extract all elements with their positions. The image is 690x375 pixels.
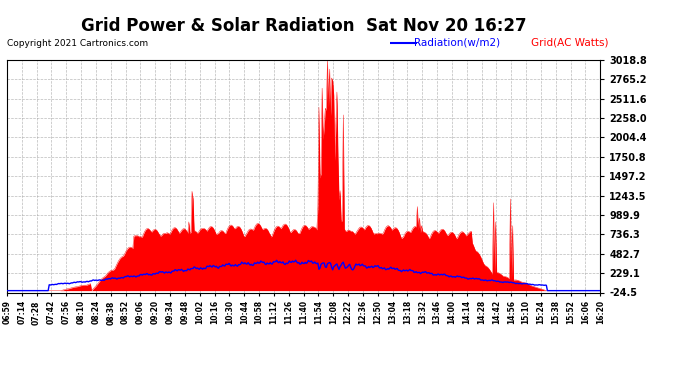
Text: Copyright 2021 Cartronics.com: Copyright 2021 Cartronics.com	[7, 39, 148, 48]
Text: Radiation(w/m2): Radiation(w/m2)	[414, 38, 500, 48]
Text: Grid Power & Solar Radiation  Sat Nov 20 16:27: Grid Power & Solar Radiation Sat Nov 20 …	[81, 17, 526, 35]
Text: Grid(AC Watts): Grid(AC Watts)	[531, 38, 609, 48]
